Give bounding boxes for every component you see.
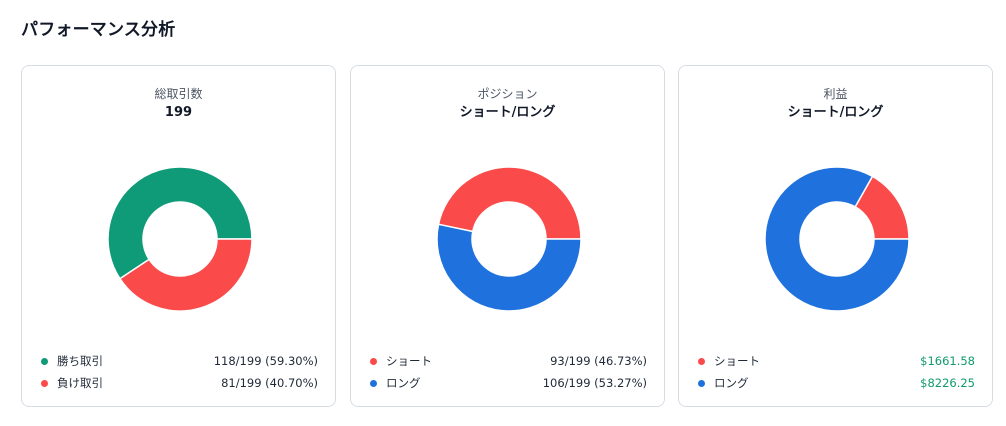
legend-value: 106/199 (53.27%) bbox=[542, 376, 647, 390]
legend-row-short: ショート $1661.58 bbox=[698, 350, 975, 372]
legend-dot-icon bbox=[41, 357, 48, 365]
donut-slice-1 bbox=[107, 166, 253, 280]
card-value: 199 bbox=[164, 105, 193, 120]
profit-card: 利益 ショート/ロング ショート $1661.58 ロング $8226.25 bbox=[678, 65, 993, 407]
legend-row-long: ロング 106/199 (53.27%) bbox=[370, 372, 647, 394]
card-header: 利益 ショート/ロング bbox=[679, 86, 992, 122]
legend-value: $1661.58 bbox=[920, 354, 975, 368]
legend-dot-icon bbox=[41, 379, 48, 387]
legend-label: ショート bbox=[386, 354, 432, 368]
legend-row-short: ショート 93/199 (46.73%) bbox=[370, 350, 647, 372]
legend-dot-icon bbox=[698, 357, 705, 365]
chart-legend: ショート $1661.58 ロング $8226.25 bbox=[698, 350, 975, 394]
win-loss-donut-chart bbox=[107, 166, 253, 312]
legend-row-win: 勝ち取引 118/199 (59.30%) bbox=[41, 350, 318, 372]
legend-label: ロング bbox=[714, 376, 749, 390]
donut-slice-2 bbox=[118, 238, 253, 312]
legend-value: 81/199 (40.70%) bbox=[221, 376, 318, 390]
card-value: ショート/ロング bbox=[787, 105, 884, 120]
donut-slice-1 bbox=[437, 166, 582, 240]
donut-slice-2 bbox=[764, 166, 910, 312]
legend-label: 勝ち取引 bbox=[57, 354, 103, 368]
legend-value: 118/199 (59.30%) bbox=[213, 354, 318, 368]
card-header: 総取引数 199 bbox=[22, 86, 335, 122]
legend-value: $8226.25 bbox=[920, 376, 975, 390]
legend-label: ショート bbox=[714, 354, 760, 368]
chart-legend: 勝ち取引 118/199 (59.30%) 負け取引 81/199 (40.70… bbox=[41, 350, 318, 394]
total-trades-card: 総取引数 199 勝ち取引 118/199 (59.30%) 負け取引 81/1… bbox=[21, 65, 336, 407]
chart-legend: ショート 93/199 (46.73%) ロング 106/199 (53.27%… bbox=[370, 350, 647, 394]
chart-cards: 総取引数 199 勝ち取引 118/199 (59.30%) 負け取引 81/1… bbox=[21, 65, 994, 409]
position-donut-chart bbox=[436, 166, 582, 312]
position-card: ポジション ショート/ロング ショート 93/199 (46.73%) ロング … bbox=[350, 65, 665, 407]
legend-dot-icon bbox=[698, 379, 705, 387]
legend-label: 負け取引 bbox=[57, 376, 103, 390]
page-title: パフォーマンス分析 bbox=[21, 20, 176, 40]
card-title: 利益 bbox=[823, 87, 848, 101]
donut-slice-2 bbox=[436, 223, 582, 312]
card-value: ショート/ロング bbox=[459, 105, 556, 120]
legend-dot-icon bbox=[370, 379, 377, 387]
card-title: ポジション bbox=[477, 87, 538, 101]
legend-row-long: ロング $8226.25 bbox=[698, 372, 975, 394]
card-title: 総取引数 bbox=[154, 87, 203, 101]
legend-label: ロング bbox=[386, 376, 421, 390]
profit-donut-chart bbox=[764, 166, 910, 312]
legend-value: 93/199 (46.73%) bbox=[550, 354, 647, 368]
legend-row-loss: 負け取引 81/199 (40.70%) bbox=[41, 372, 318, 394]
legend-dot-icon bbox=[370, 357, 377, 365]
card-header: ポジション ショート/ロング bbox=[351, 86, 664, 122]
